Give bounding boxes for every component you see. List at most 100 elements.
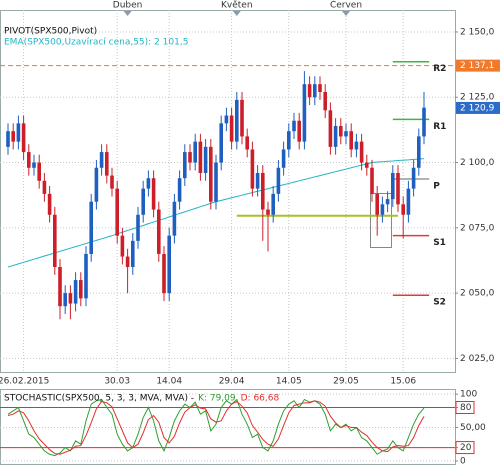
candle-body: [255, 172, 260, 189]
candle-body: [333, 125, 338, 147]
legend-label: D: 66,68: [241, 394, 280, 404]
candle-body: [401, 204, 405, 215]
x-tick-label: 15.06: [390, 377, 416, 387]
month-marker: [232, 11, 241, 16]
candle-body: [73, 280, 78, 304]
x-tick-label: 14.05: [276, 377, 302, 387]
x-tick-label: 29.04: [219, 377, 245, 387]
candle-body: [297, 120, 301, 142]
main-plot-frame: [0, 10, 456, 373]
candle-body: [183, 152, 187, 179]
candle-body: [146, 178, 151, 189]
candle-body: [151, 178, 156, 210]
month-label: Červen: [330, 0, 362, 11]
candle-body: [105, 152, 109, 176]
candle-body: [385, 199, 390, 205]
x-tick-label: 14.04: [156, 377, 182, 387]
y-tick-label: 100: [460, 390, 477, 400]
y-tick-label: 2 075,0: [460, 223, 495, 233]
pivot-label: S1: [433, 238, 446, 248]
x-tick-label: 26.02.2015: [0, 377, 49, 387]
candle-body: [365, 162, 369, 168]
candle-body: [276, 167, 281, 194]
candle-body: [245, 136, 249, 150]
candle-body: [193, 141, 197, 163]
candle-body: [131, 240, 135, 268]
candle-body: [79, 280, 83, 299]
stoch-plot-frame: [0, 389, 456, 465]
month-label: Duben: [113, 1, 143, 11]
candle-body: [411, 167, 416, 189]
candle-body: [21, 123, 26, 153]
month-marker: [342, 11, 350, 16]
candle-body: [375, 193, 379, 215]
candle-body: [281, 149, 286, 168]
candle-body: [99, 152, 104, 168]
last-price-tag: [456, 101, 500, 114]
candle-body: [261, 172, 265, 210]
candle-body: [198, 141, 203, 173]
candle-body: [339, 125, 343, 137]
candle-body: [417, 136, 421, 168]
candle-body: [396, 172, 400, 205]
candle-body: [177, 178, 182, 202]
pivot-label: R2: [433, 64, 446, 74]
candle-body: [37, 162, 41, 181]
stoch-title: STOCHASTIC(SPX500, 5, 3, 3, MVA, MVA) -: [4, 394, 194, 404]
candle-body: [6, 131, 10, 147]
stoch-line: [7, 400, 425, 455]
candle-body: [84, 253, 88, 299]
candle-body: [406, 188, 411, 215]
y-tick-label: 50,00: [460, 423, 486, 433]
candle-body: [214, 162, 218, 202]
candle-body: [47, 193, 52, 215]
x-tick-label: 29.05: [333, 377, 359, 387]
y-tick-label: 2 150,0: [460, 27, 495, 37]
candle-body: [229, 115, 234, 142]
candle-body: [354, 141, 359, 150]
candle-body: [63, 293, 67, 307]
candle-body: [287, 131, 291, 150]
candle-body: [27, 152, 31, 168]
x-tick-label: 30.03: [104, 377, 130, 387]
chart-title: PIVOT(SPX500,Pivot): [4, 27, 97, 37]
alert-tag: [456, 59, 500, 72]
pivot-label: P: [433, 181, 440, 191]
month-marker: [123, 11, 132, 16]
candle-body: [68, 293, 73, 304]
pivot-label: S2: [433, 298, 446, 308]
y-tick-label: 80: [460, 403, 472, 413]
candle-body: [141, 188, 145, 215]
candle-body: [115, 188, 119, 236]
candle-body: [188, 152, 192, 163]
month-label: Květen: [221, 1, 253, 11]
candle-body: [58, 267, 62, 307]
y-tick-label: 2 125,0: [460, 93, 495, 103]
candle-body: [172, 201, 177, 236]
y-tick-label: 0: [460, 456, 466, 466]
candle-body: [266, 209, 270, 215]
candle-body: [370, 167, 374, 194]
candle-body: [380, 204, 385, 215]
y-tick-label: 2 025,0: [460, 354, 495, 364]
stoch-line: [7, 398, 425, 457]
candle-body: [53, 214, 57, 268]
candle-body: [250, 149, 255, 189]
candle-body: [89, 201, 93, 254]
candle-body: [302, 84, 307, 142]
candle-body: [323, 92, 327, 111]
pivot-label: R1: [433, 122, 446, 132]
candle-body: [240, 99, 244, 137]
y-tick-label: 2 100,0: [460, 158, 495, 168]
candle-body: [125, 256, 130, 268]
candle-body: [167, 235, 171, 294]
candle-body: [16, 123, 21, 142]
highlight-box: [370, 193, 392, 248]
candle-body: [32, 162, 36, 168]
candle-body: [422, 107, 426, 137]
candle-body: [162, 253, 166, 294]
candle-body: [136, 214, 140, 241]
